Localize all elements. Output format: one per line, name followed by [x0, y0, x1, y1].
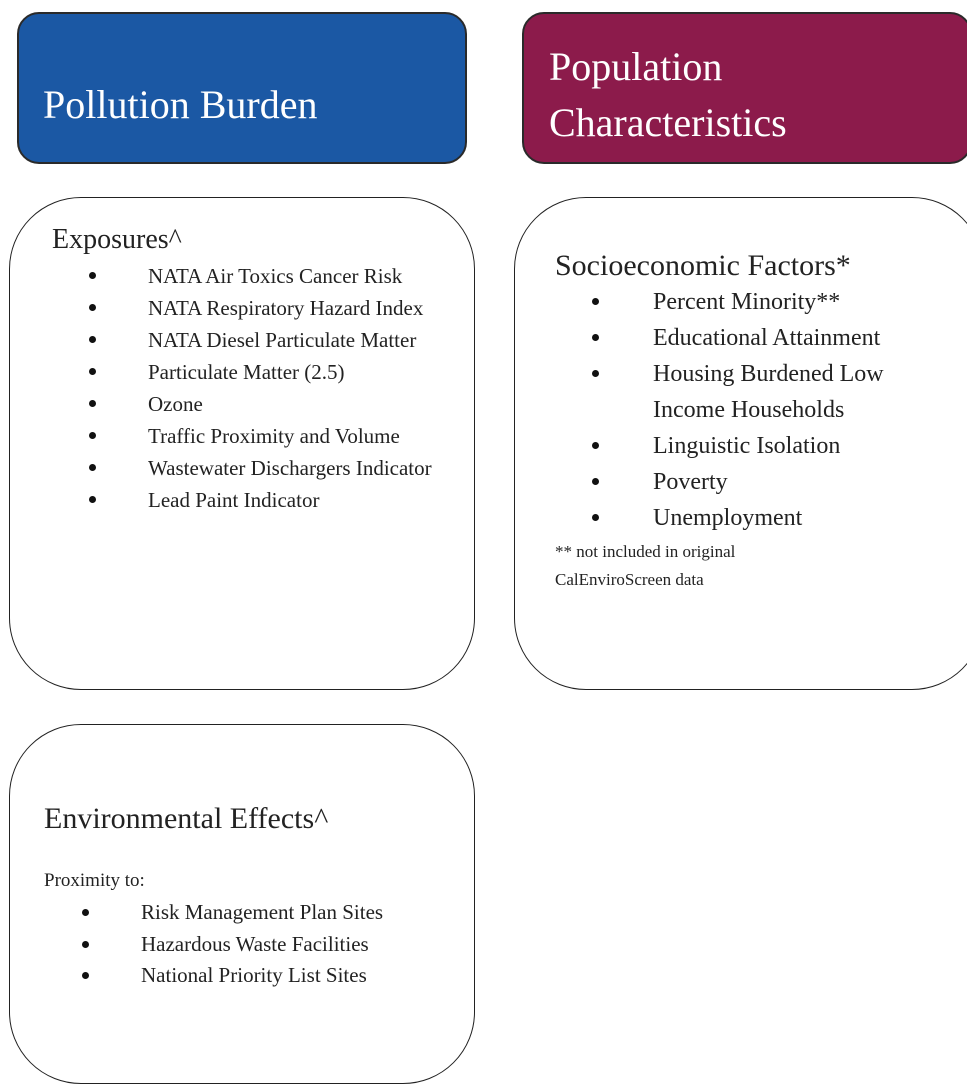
note-line: CalEnviroScreen data [555, 570, 704, 589]
list-item: Educational Attainment [592, 320, 943, 356]
list-item: NATA Diesel Particulate Matter [89, 324, 438, 356]
intro: Proximity to: [44, 870, 145, 891]
environmental-box: Environmental Effects^ Proximity to: Ris… [9, 724, 475, 1084]
list-item: Hazardous Waste Facilities [82, 929, 461, 961]
list-item: Poverty [592, 464, 943, 500]
list-item: Wastewater Dischargers Indicator [89, 452, 438, 484]
pollution-burden-header: Pollution Burden [17, 12, 467, 164]
list-item: National Priority List Sites [82, 960, 461, 992]
socioeconomic-box: Socioeconomic Factors* Percent Minority*… [514, 197, 967, 690]
list-item: NATA Respiratory Hazard Index [89, 292, 438, 324]
list-item: Unemployment [592, 500, 943, 536]
page: {"pollution_burden": {"title": "Pollutio… [9, 12, 967, 1084]
list-item: Housing Burdened Low Income Households [592, 356, 943, 428]
box-title: Environmental Effects^ [44, 802, 329, 835]
list: Percent Minority** Educational Attainment… [592, 284, 943, 536]
note: ** not included in original CalEnviroScr… [555, 538, 735, 594]
list-item: Particulate Matter (2.5) [89, 356, 438, 388]
header-title: Characteristics [549, 100, 787, 145]
list-item: Traffic Proximity and Volume [89, 420, 438, 452]
list-item: Risk Management Plan Sites [82, 897, 461, 929]
list-item: Ozone [89, 388, 438, 420]
exposures-box: Exposures^ NATA Air Toxics Cancer Risk NA… [9, 197, 475, 690]
list-item: NATA Air Toxics Cancer Risk [89, 260, 438, 292]
list-item: Lead Paint Indicator [89, 484, 438, 516]
list-item: Percent Minority** [592, 284, 943, 320]
note-line: ** not included in original [555, 542, 736, 561]
list: Risk Management Plan Sites Hazardous Wast… [82, 897, 461, 992]
box-title: Exposures^ [52, 224, 182, 255]
list-item: Linguistic Isolation [592, 428, 943, 464]
box-title: Socioeconomic Factors* [555, 249, 851, 282]
header-title: Population [549, 44, 723, 89]
list: NATA Air Toxics Cancer Risk NATA Respirat… [89, 260, 438, 516]
header-title: Pollution Burden [43, 82, 318, 127]
population-header: Population Characteristics [522, 12, 967, 164]
